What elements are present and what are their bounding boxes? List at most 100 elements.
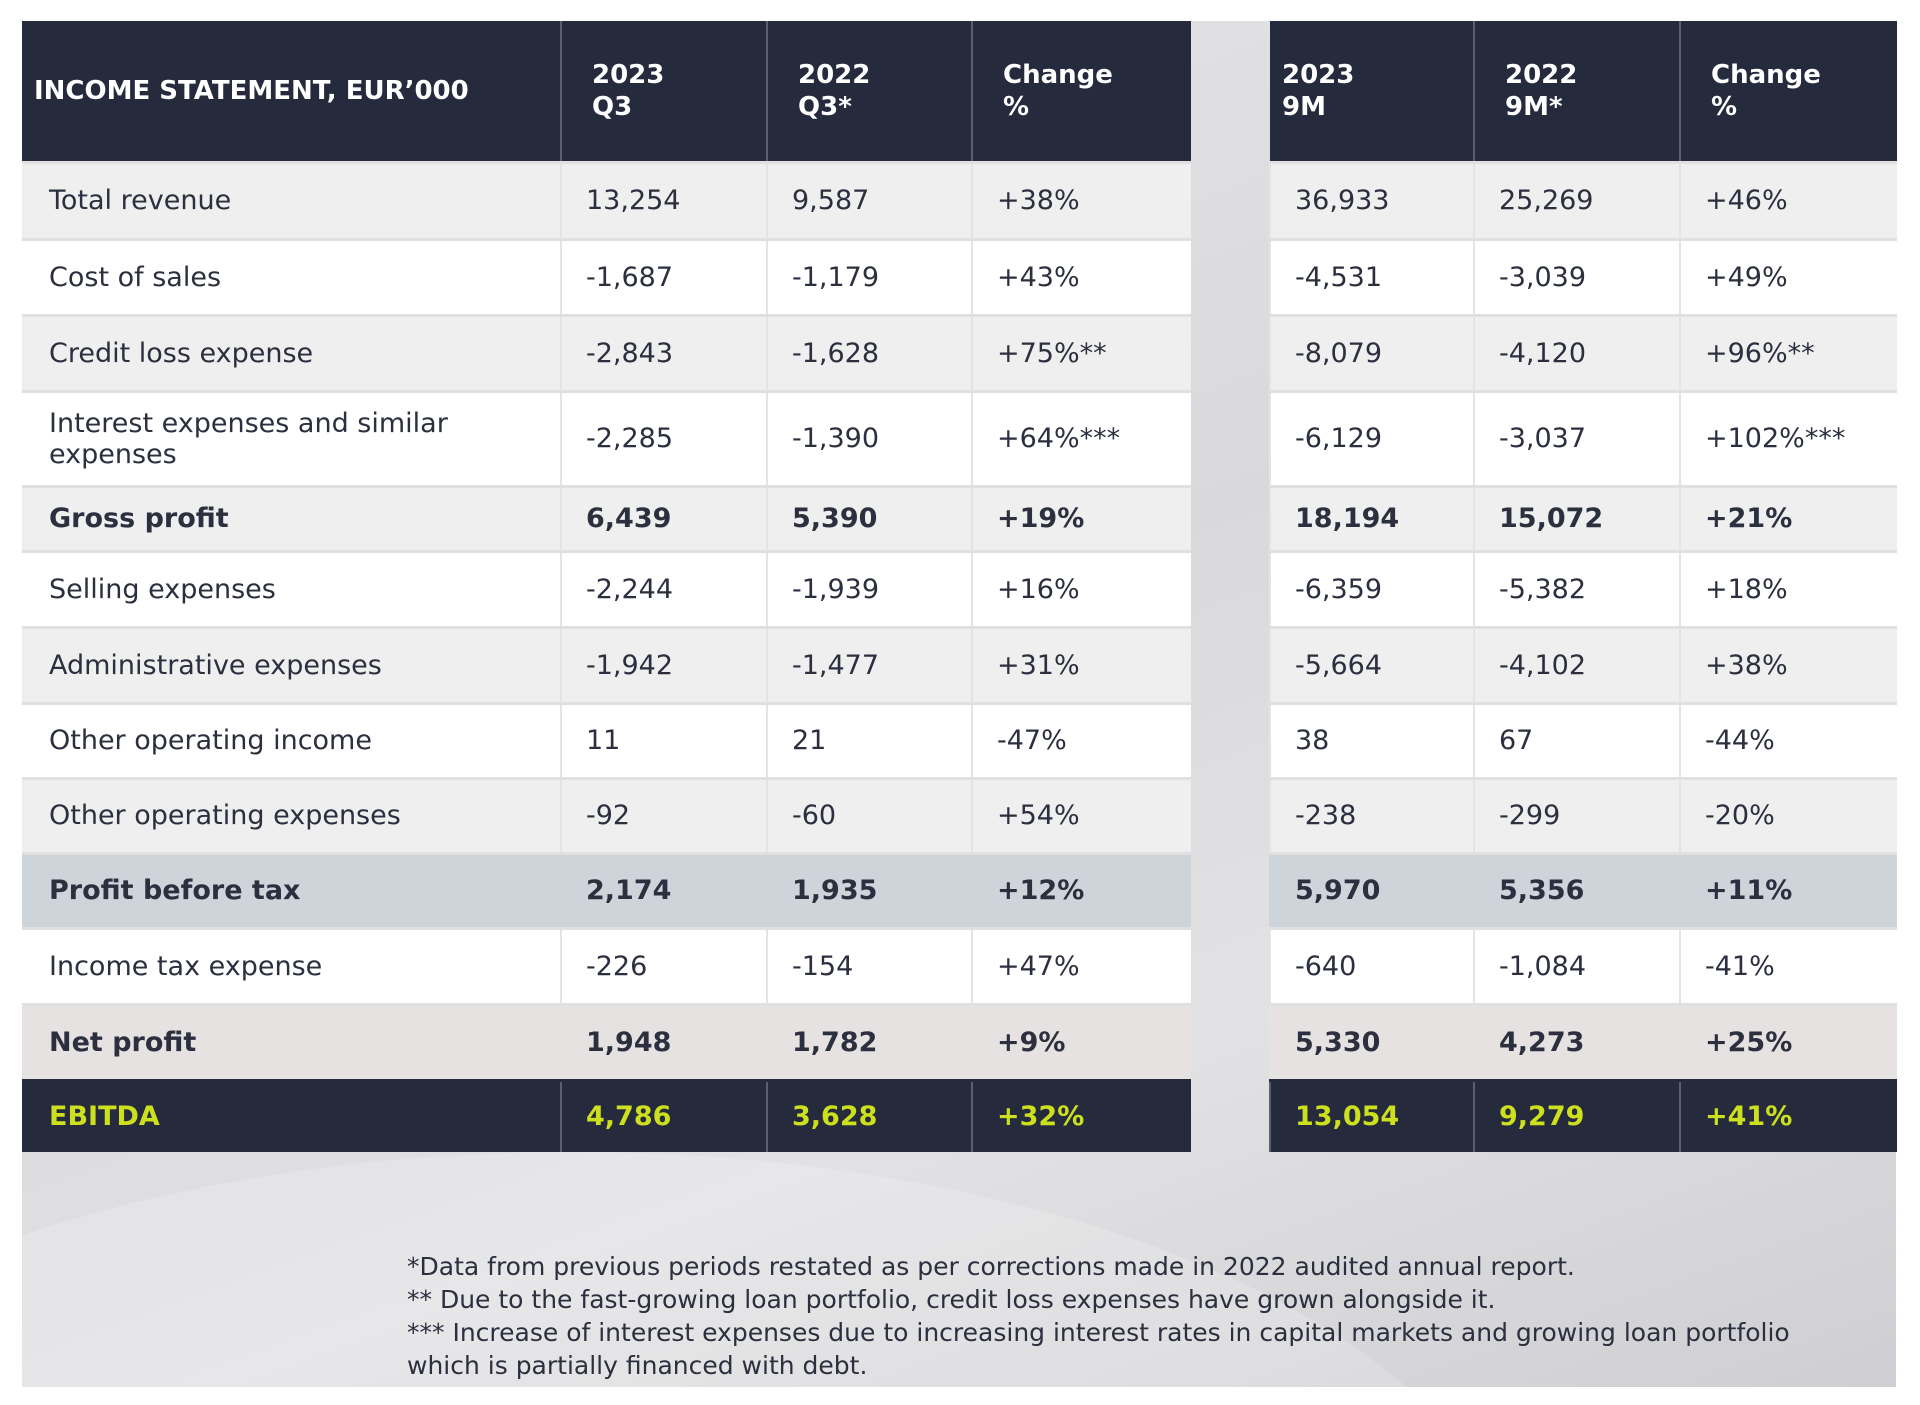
cell-value: -4,531: [1269, 237, 1474, 315]
cell-value: 1,948: [560, 1002, 767, 1080]
table-row: Net profit 1,948 1,782 +9%: [22, 1002, 1191, 1080]
table-row: -238 -299 -20%: [1269, 776, 1897, 853]
table-row: EBITDA 4,786 3,628 +32%: [22, 1078, 1191, 1152]
footnote-credit-loss: ** Due to the fast-growing loan portfoli…: [407, 1285, 1496, 1314]
cell-value: +11%: [1679, 851, 1897, 928]
cell-value: +49%: [1679, 237, 1897, 315]
column-header-q: 2023 Q3: [560, 21, 767, 162]
cell-value: -8,079: [1269, 313, 1474, 391]
cell-value: +25%: [1679, 1002, 1897, 1080]
quarterly-income-table: INCOME STATEMENT, EUR’000 2023 Q3 2022 Q3*…: [22, 21, 1191, 1152]
cell-value: -4,102: [1473, 625, 1680, 703]
table-row: Interest expenses and similar expenses -2…: [22, 389, 1191, 486]
cell-value: -4,120: [1473, 313, 1680, 391]
cell-value: -1,939: [766, 549, 972, 627]
row-label: Administrative expenses: [22, 625, 561, 703]
table-row: 13,054 9,279 +41%: [1269, 1078, 1897, 1152]
cell-value: -6,359: [1269, 549, 1474, 627]
cell-value: +21%: [1679, 484, 1897, 551]
cell-value: +41%: [1679, 1078, 1897, 1152]
cell-value: -1,687: [560, 237, 767, 315]
cell-value: -1,179: [766, 237, 972, 315]
cell-value: -47%: [971, 701, 1191, 778]
cell-value: -1,942: [560, 625, 767, 703]
footnote-interest: *** Increase of interest expenses due to…: [407, 1318, 1790, 1380]
cell-value: -640: [1269, 926, 1474, 1004]
cell-value: +19%: [971, 484, 1191, 551]
cell-value: 9,279: [1473, 1078, 1680, 1152]
cell-value: -20%: [1679, 776, 1897, 853]
cell-value: -92: [560, 776, 767, 853]
cell-value: -3,039: [1473, 237, 1680, 315]
cell-value: 2,174: [560, 851, 767, 928]
cell-value: +9%: [971, 1002, 1191, 1080]
row-label: Interest expenses and similar expenses: [22, 389, 561, 486]
table-row: 5,970 5,356 +11%: [1269, 851, 1897, 928]
cell-value: 5,970: [1269, 851, 1474, 928]
cell-value: -154: [766, 926, 972, 1004]
cell-value: +16%: [971, 549, 1191, 627]
row-label: Profit before tax: [22, 851, 561, 928]
table-row: 36,933 25,269 +46%: [1269, 160, 1897, 239]
cell-value: -2,244: [560, 549, 767, 627]
cell-value: 3,628: [766, 1078, 972, 1152]
table-row: -640 -1,084 -41%: [1269, 926, 1897, 1004]
table-title: INCOME STATEMENT, EUR’000: [22, 21, 561, 162]
cell-value: +102%***: [1679, 389, 1897, 486]
cell-value: 5,390: [766, 484, 972, 551]
cell-value: +75%**: [971, 313, 1191, 391]
cell-value: -238: [1269, 776, 1474, 853]
cell-value: 36,933: [1269, 160, 1474, 239]
row-label: Other operating expenses: [22, 776, 561, 853]
table-row: Other operating expenses -92 -60 +54%: [22, 776, 1191, 853]
table-row: 18,194 15,072 +21%: [1269, 484, 1897, 551]
cell-value: -1,628: [766, 313, 972, 391]
cell-value: -1,390: [766, 389, 972, 486]
cell-value: +32%: [971, 1078, 1191, 1152]
cell-value: 25,269: [1473, 160, 1680, 239]
cell-value: +43%: [971, 237, 1191, 315]
table-row: -6,359 -5,382 +18%: [1269, 549, 1897, 627]
cell-value: -41%: [1679, 926, 1897, 1004]
cell-value: 13,054: [1269, 1078, 1474, 1152]
table-row: Cost of sales -1,687 -1,179 +43%: [22, 237, 1191, 315]
row-label: EBITDA: [22, 1078, 561, 1152]
row-label: Gross profit: [22, 484, 561, 551]
table-row: 5,330 4,273 +25%: [1269, 1002, 1897, 1080]
cell-value: -299: [1473, 776, 1680, 853]
table-row: -4,531 -3,039 +49%: [1269, 237, 1897, 315]
row-label: Cost of sales: [22, 237, 561, 315]
row-label: Selling expenses: [22, 549, 561, 627]
cell-value: 5,356: [1473, 851, 1680, 928]
cell-value: +38%: [1679, 625, 1897, 703]
cell-value: 11: [560, 701, 767, 778]
footnotes: *Data from previous periods restated as …: [407, 1250, 1827, 1382]
table-row: Administrative expenses -1,942 -1,477 +31%: [22, 625, 1191, 703]
cell-value: -60: [766, 776, 972, 853]
table-row: Profit before tax 2,174 1,935 +12%: [22, 851, 1191, 928]
table-row: Credit loss expense -2,843 -1,628 +75%**: [22, 313, 1191, 391]
cell-value: -1,477: [766, 625, 972, 703]
nine-month-income-table: 2023 9M 2022 9M* Change % 36,933 25,269 +46%…: [1269, 21, 1897, 1152]
cell-value: 15,072: [1473, 484, 1680, 551]
table-row: -8,079 -4,120 +96%**: [1269, 313, 1897, 391]
cell-value: -2,285: [560, 389, 767, 486]
table-row: Total revenue 13,254 9,587 +38%: [22, 160, 1191, 239]
cell-value: 21: [766, 701, 972, 778]
row-label: Net profit: [22, 1002, 561, 1080]
cell-value: 1,782: [766, 1002, 972, 1080]
cell-value: -2,843: [560, 313, 767, 391]
cell-value: +47%: [971, 926, 1191, 1004]
decorative-arc: [22, 1152, 1896, 1387]
cell-value: +18%: [1679, 549, 1897, 627]
cell-value: +64%***: [971, 389, 1191, 486]
cell-value: 4,786: [560, 1078, 767, 1152]
cell-value: 38: [1269, 701, 1474, 778]
column-header-q: 2022 Q3*: [766, 21, 972, 162]
cell-value: 18,194: [1269, 484, 1474, 551]
cell-value: -6,129: [1269, 389, 1474, 486]
table-row: Selling expenses -2,244 -1,939 +16%: [22, 549, 1191, 627]
column-header-9m: Change %: [1679, 21, 1897, 162]
cell-value: -226: [560, 926, 767, 1004]
column-header-q: Change %: [971, 21, 1191, 162]
